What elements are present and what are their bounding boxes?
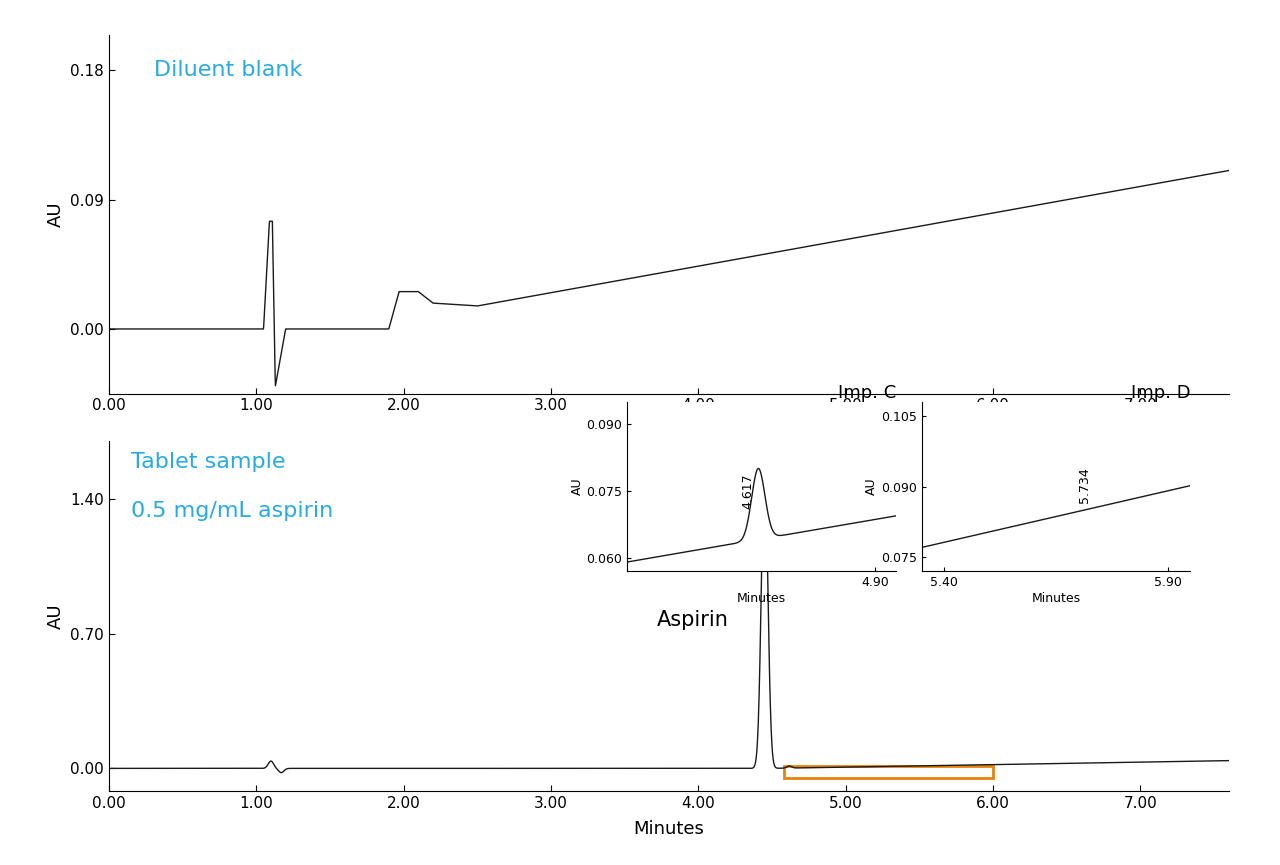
Text: Imp. C: Imp. C	[837, 384, 896, 402]
Y-axis label: AU: AU	[571, 477, 584, 496]
Text: 5.734: 5.734	[1078, 467, 1091, 503]
X-axis label: Minutes: Minutes	[634, 820, 704, 837]
Text: 4.617: 4.617	[741, 473, 754, 509]
Text: Imp. D: Imp. D	[1130, 384, 1190, 402]
Text: Aspirin: Aspirin	[657, 610, 728, 630]
X-axis label: Minutes: Minutes	[737, 592, 786, 605]
Text: Diluent blank: Diluent blank	[154, 60, 302, 80]
X-axis label: Minutes: Minutes	[634, 419, 704, 437]
Y-axis label: AU: AU	[865, 477, 878, 496]
X-axis label: Minutes: Minutes	[1032, 592, 1080, 605]
Y-axis label: AU: AU	[46, 604, 64, 629]
Text: Tablet sample: Tablet sample	[132, 452, 285, 471]
Text: 0.5 mg/mL aspirin: 0.5 mg/mL aspirin	[132, 501, 334, 521]
Y-axis label: AU: AU	[46, 202, 64, 227]
